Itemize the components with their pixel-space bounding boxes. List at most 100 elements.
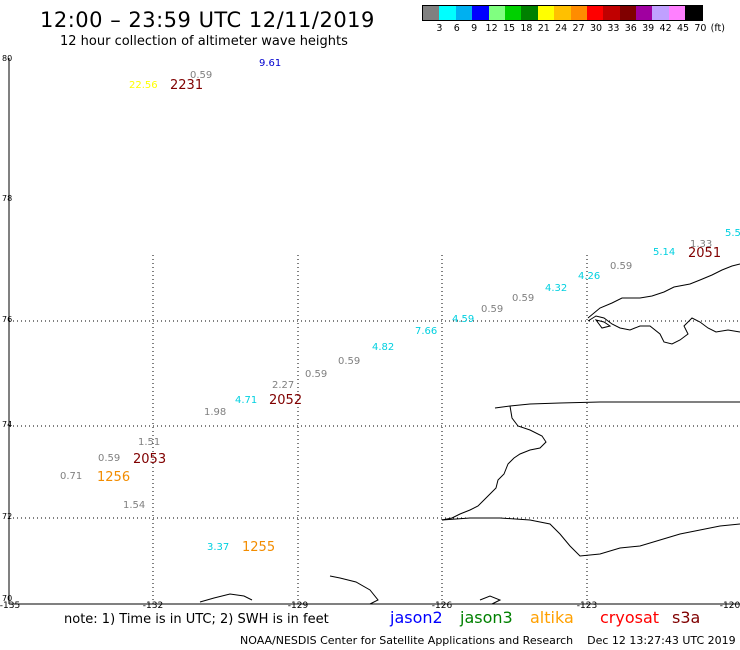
legend-label: 27 [572, 23, 585, 34]
wave-height-value: 5.5 [725, 228, 740, 239]
legend-label: 36 [624, 23, 637, 34]
longitude-label: -123 [576, 601, 598, 611]
legend-swatch [554, 6, 571, 20]
legend-swatch [439, 6, 456, 20]
longitude-label: -120 [719, 601, 740, 611]
longitude-label: -126 [431, 601, 453, 611]
wave-height-value: 0.59 [190, 70, 213, 81]
wave-height-value: 9.61 [259, 58, 282, 69]
legend-swatch [537, 6, 555, 20]
wave-height-value: 0.59 [512, 293, 535, 304]
legend-swatch [685, 6, 702, 20]
satellite-name: s3a [672, 608, 701, 627]
coastline [199, 263, 740, 605]
coastline-small-island [594, 319, 612, 329]
footer-timestamp: Dec 12 13:27:43 UTC 2019 [587, 634, 736, 647]
latitude-label: 72 [2, 512, 13, 521]
legend-label: 45 [676, 23, 690, 34]
footer: NOAA/NESDIS Center for Satellite Applica… [240, 634, 736, 647]
legend-label: 15 [502, 23, 516, 34]
legend-label: 70 [694, 23, 707, 34]
wave-height-value: 3.37 [207, 542, 230, 553]
wave-height-value: 4.71 [235, 395, 258, 406]
legend-swatch [521, 6, 538, 20]
legend-swatch [668, 6, 686, 20]
wave-height-color-legend: 3 6 9 12 15 18 21 24 27 30 33 36 39 42 45 70 (ft) [422, 5, 725, 35]
legend-swatch [570, 6, 587, 20]
legend-label: 9 [471, 23, 478, 34]
wave-height-value: 2.27 [272, 380, 295, 391]
legend-swatch [619, 6, 637, 20]
legend-swatch [488, 6, 505, 20]
wave-height-value: 0.71 [60, 471, 83, 482]
wave-height-value: 4.82 [372, 342, 395, 353]
longitude-label: -129 [287, 601, 309, 611]
latitude-label: 70 [2, 594, 13, 603]
coastline-main-north [494, 401, 740, 409]
footer-credit: NOAA/NESDIS Center for Satellite Applica… [240, 634, 574, 647]
legend-swatch [423, 6, 440, 20]
wave-height-value: 4.26 [578, 271, 601, 282]
legend-label: (ft) [710, 23, 725, 34]
pass-time-label: 1256 [97, 470, 131, 485]
legend-label: 21 [537, 23, 550, 34]
wave-height-value: 0.59 [305, 369, 328, 380]
coastline-main-south [441, 517, 740, 557]
coastline-north [587, 263, 740, 319]
graticule [9, 255, 740, 604]
pass-time-label: 2053 [133, 452, 167, 467]
wave-height-value: 4.59 [452, 314, 475, 325]
coastline-islands-south [199, 575, 502, 605]
wave-height-value: 1.51 [138, 437, 161, 448]
coastline-main-west [441, 405, 547, 521]
latitude-label: 74 [2, 420, 13, 429]
legend-swatch [636, 6, 653, 20]
legend-labels: 3 6 9 12 15 18 21 24 27 30 33 36 39 42 45 70 (ft) [422, 21, 725, 35]
longitude-label: -132 [142, 601, 164, 611]
latitude-label: 80 [2, 54, 13, 63]
legend-swatch [472, 6, 489, 20]
legend-label: 12 [485, 23, 498, 34]
legend-label: 39 [642, 23, 655, 34]
satellite-name: jason2 [390, 608, 443, 627]
legend-swatch [603, 6, 620, 20]
legend-swatch [504, 6, 522, 20]
satellite-name: jason3 [460, 608, 513, 627]
wave-height-value: 7.66 [415, 326, 438, 337]
legend-label: 42 [659, 23, 672, 34]
pass-time-label: 2051 [688, 246, 722, 261]
page-title: 12:00 – 23:59 UTC 12/11/2019 [40, 8, 375, 32]
wave-height-value: 5.14 [653, 247, 676, 258]
latitude-label: 78 [2, 194, 13, 203]
legend-swatch [455, 6, 473, 20]
legend-label: 30 [589, 23, 603, 34]
wave-height-value: 22.56 [129, 80, 158, 91]
pass-time-label: 2052 [269, 393, 303, 408]
coastline-peninsula [587, 315, 740, 345]
pass-time-label: 1255 [242, 540, 276, 555]
legend-label: 18 [520, 23, 533, 34]
satellite-name: cryosat [600, 608, 660, 627]
page-subtitle: 12 hour collection of altimeter wave hei… [60, 34, 348, 49]
longitude-label: -135 [0, 601, 21, 611]
wave-height-value: 0.59 [98, 453, 121, 464]
wave-height-value: 1.54 [123, 500, 146, 511]
wave-height-value: 0.59 [338, 356, 361, 367]
wave-height-value: 1.98 [204, 407, 227, 418]
wave-height-value: 1.33 [690, 239, 713, 250]
legend-swatch [652, 6, 669, 20]
pass-time-label: 2231 [170, 78, 204, 93]
legend-label: 33 [607, 23, 620, 34]
legend-swatch [586, 6, 604, 20]
wave-height-value: 0.59 [610, 261, 633, 272]
legend-label: 6 [453, 23, 460, 34]
legend-label: 24 [555, 23, 568, 34]
wave-height-value: 0.59 [481, 304, 504, 315]
latitude-label: 76 [2, 315, 13, 324]
units-note: note: 1) Time is in UTC; 2) SWH is in fe… [64, 612, 329, 627]
satellite-name: altika [530, 608, 574, 627]
legend-swatches [422, 5, 703, 21]
wave-height-value: 4.32 [545, 283, 568, 294]
